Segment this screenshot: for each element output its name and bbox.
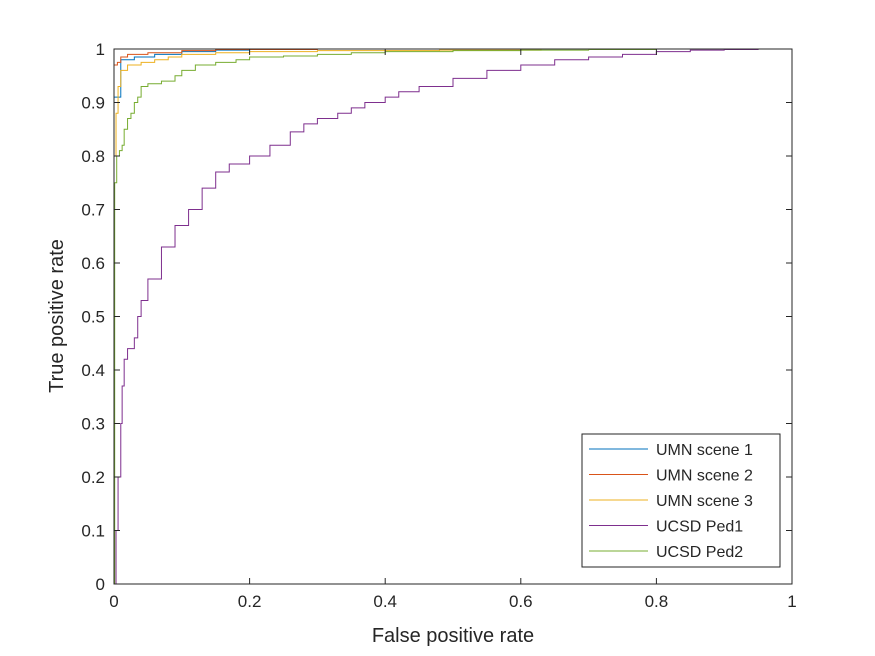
legend: UMN scene 1 UMN scene 2 UMN scene 3 UCSD Pe… — [581, 433, 781, 568]
y-tick-label: 0.9 — [81, 94, 105, 113]
x-tick-label: 0.4 — [373, 592, 397, 611]
legend-items: UMN scene 1 UMN scene 2 UMN scene 3 UCSD Pe… — [589, 442, 753, 561]
x-tick-label: 0 — [109, 592, 118, 611]
legend-label-ucsd-ped1: UCSD Ped1 — [656, 519, 743, 536]
x-tick-label: 1 — [787, 592, 796, 611]
y-tick-label: 0.1 — [81, 522, 105, 541]
y-tick-label: 1 — [96, 40, 105, 59]
y-tick-label: 0.5 — [81, 308, 105, 327]
legend-label-ucsd-ped2: UCSD Ped2 — [656, 544, 743, 561]
y-tick-label: 0.7 — [81, 201, 105, 220]
x-tick-label: 0.8 — [645, 592, 669, 611]
y-tick-label: 0.4 — [81, 361, 105, 380]
series-line-ucsd-ped1 — [114, 48, 792, 585]
y-tick-label: 0.3 — [81, 415, 105, 434]
y-tick-label: 0.2 — [81, 468, 105, 487]
y-axis-label: True positive rate — [46, 239, 68, 393]
series-line-umn-scene-3 — [113, 48, 792, 584]
y-tick-label: 0 — [96, 575, 105, 594]
legend-label-umn-scene-1: UMN scene 1 — [656, 442, 753, 459]
y-tick-label: 0.8 — [81, 147, 105, 166]
legend-label-umn-scene-2: UMN scene 2 — [656, 468, 753, 485]
x-tick-label: 0.6 — [509, 592, 533, 611]
x-axis-label: False positive rate — [372, 625, 534, 647]
x-tick-label: 0.2 — [238, 592, 262, 611]
x-axis-ticks: 0 0.2 0.4 0.6 0.8 1 — [109, 49, 797, 611]
legend-label-umn-scene-3: UMN scene 3 — [656, 493, 753, 510]
y-axis-ticks: 0 0.1 0.2 0.3 0.4 0.5 0.6 0.7 0.8 0.9 1 — [81, 40, 792, 594]
series-line-ucsd-ped2 — [114, 48, 792, 585]
y-tick-label: 0.6 — [81, 254, 105, 273]
